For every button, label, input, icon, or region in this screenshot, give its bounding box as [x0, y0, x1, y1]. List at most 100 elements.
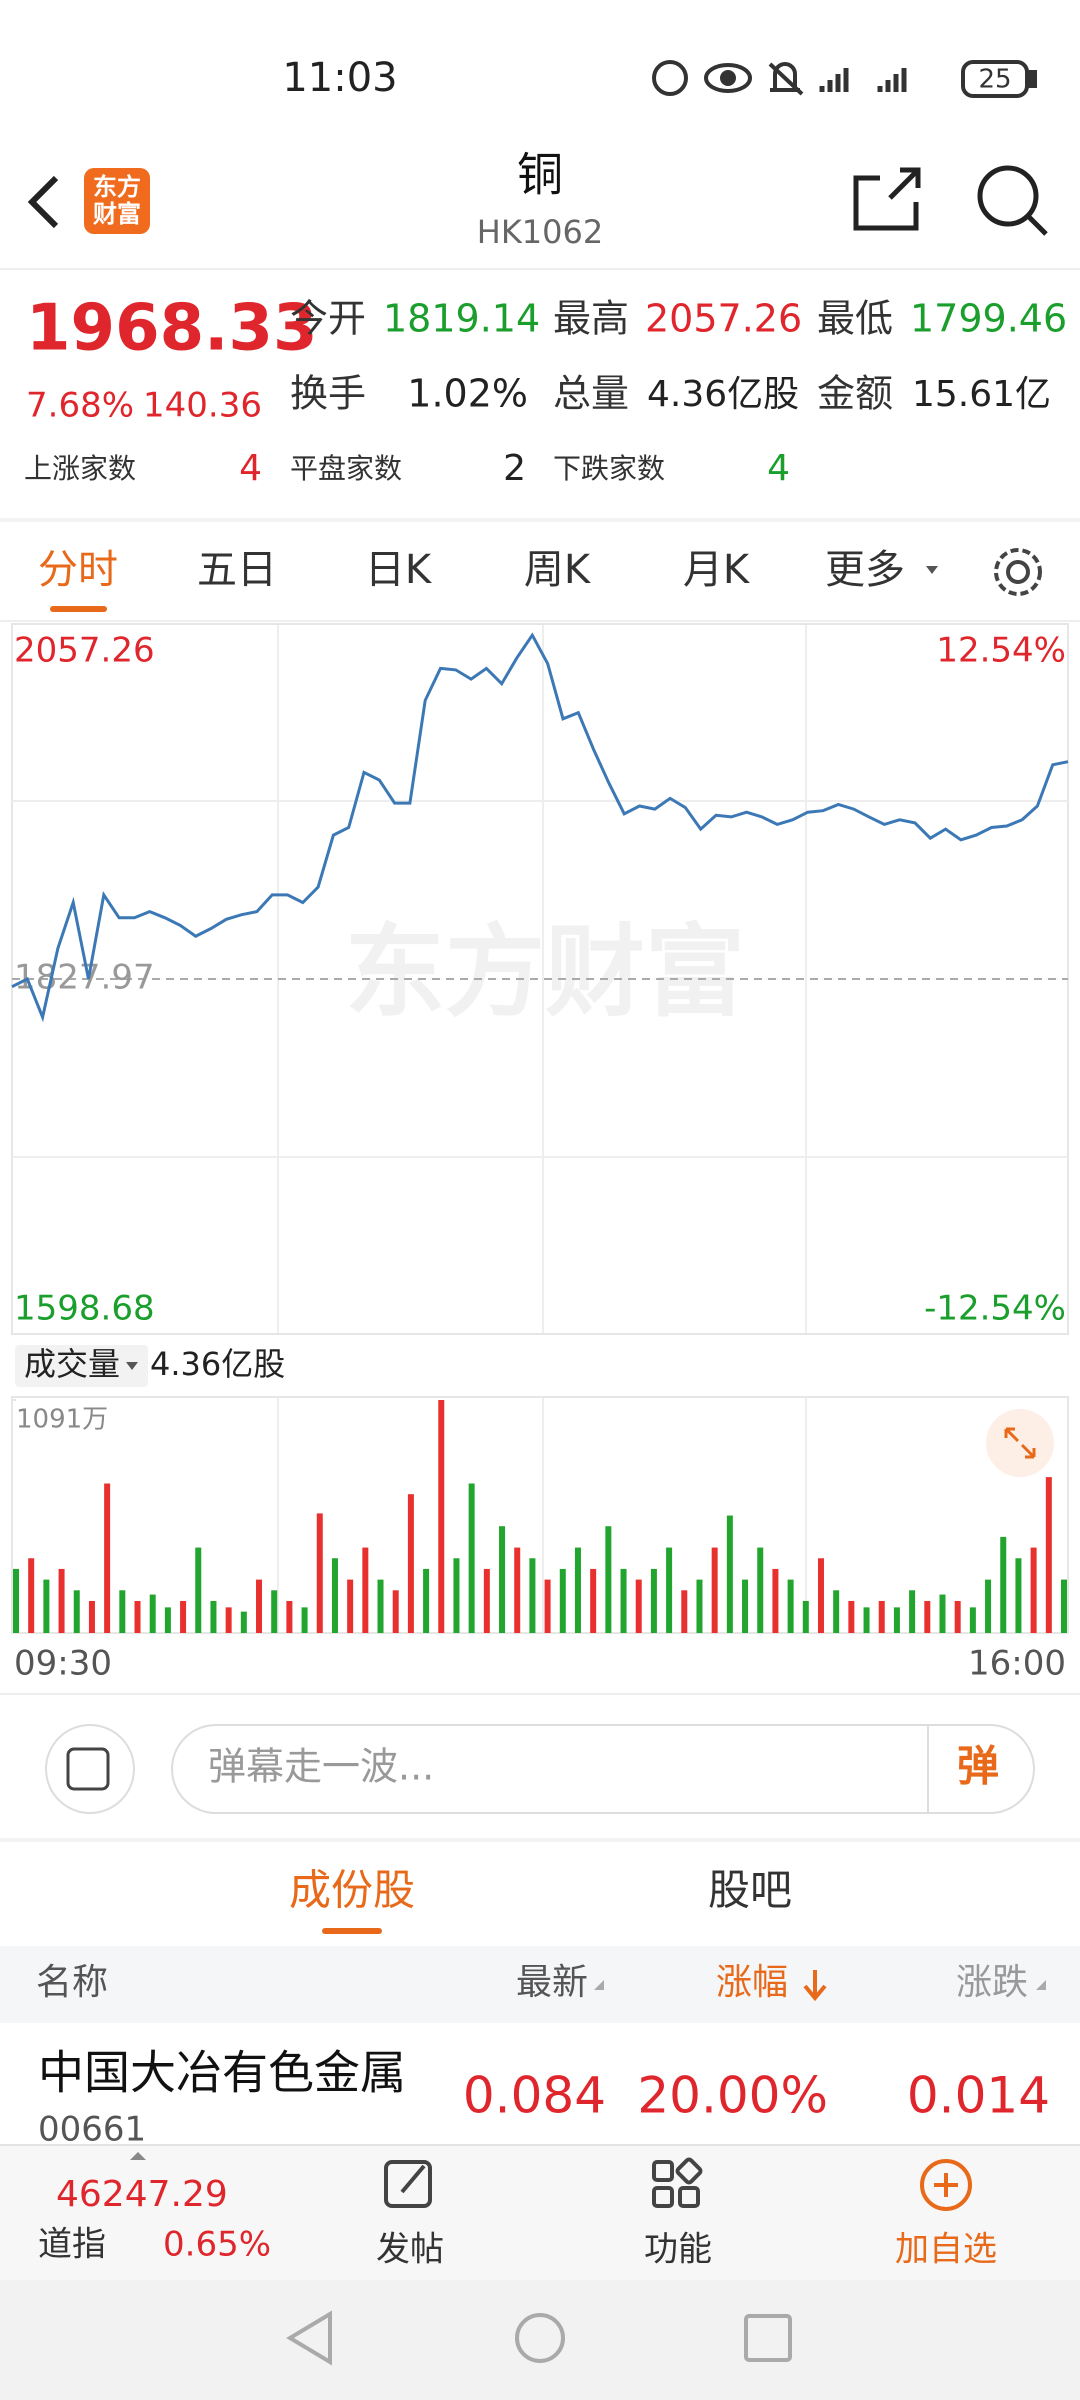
danmaku-button[interactable]: 弹	[957, 1742, 999, 1791]
volume-bar	[73, 1590, 80, 1633]
stat-value: 2057.26	[645, 297, 802, 341]
period-tab[interactable]: 周K	[524, 547, 592, 593]
nav-recent[interactable]	[744, 2314, 792, 2362]
volume-bar	[787, 1579, 794, 1633]
nav-home[interactable]	[515, 2313, 565, 2363]
last-price: 1968.33	[26, 292, 318, 366]
volume-bar	[392, 1590, 399, 1633]
volume-bar	[225, 1607, 232, 1633]
logo-text: 东方	[93, 173, 141, 201]
volume-total: 4.36亿股	[150, 1345, 285, 1383]
period-tab[interactable]: 月K	[683, 547, 751, 593]
stock-code: HK1062	[477, 213, 603, 251]
volume-bar	[620, 1568, 627, 1633]
volume-bar	[256, 1579, 263, 1633]
period-tab[interactable]: 日K	[365, 547, 433, 593]
stat-value: 1799.46	[910, 297, 1067, 341]
settings-button[interactable]	[994, 548, 1042, 596]
volume-bar	[757, 1547, 764, 1633]
danmaku-settings[interactable]	[45, 1724, 135, 1814]
x-tick-label: 09:30	[14, 1644, 112, 1684]
volume-bar	[605, 1526, 612, 1633]
volume-bar	[104, 1483, 111, 1633]
volume-bar	[423, 1568, 430, 1633]
divider	[0, 1693, 1080, 1695]
volume-bar	[878, 1600, 885, 1633]
period-tab[interactable]: 分时	[38, 547, 118, 593]
sort-desc	[803, 1970, 827, 2002]
bottom-action[interactable]: 发帖	[376, 2230, 444, 2270]
volume-bar	[499, 1526, 506, 1633]
clock: 11:03	[282, 55, 397, 101]
volume-bar	[301, 1607, 308, 1633]
back-button[interactable]	[27, 175, 59, 229]
table-cell: 20.00%	[637, 2067, 828, 2125]
share-button[interactable]	[853, 167, 921, 231]
column-header[interactable]: 涨跌	[956, 1962, 1028, 2003]
volume-bar	[13, 1568, 19, 1633]
stat-value: 4.36亿股	[647, 374, 799, 415]
bottom-action[interactable]: 加自选	[895, 2230, 997, 2270]
divider	[0, 268, 1080, 270]
bottom-bar	[0, 2145, 1080, 2280]
volume-bar	[407, 1494, 414, 1633]
nav-bar	[0, 2280, 1080, 2400]
volume-bar	[164, 1607, 171, 1633]
status-icons	[652, 60, 1037, 98]
stat-value: 1819.14	[383, 297, 540, 341]
danmaku-input[interactable]	[171, 1724, 1035, 1814]
stat-value: 15.61亿	[912, 374, 1051, 415]
volume-bar	[28, 1558, 35, 1633]
volume-bar	[666, 1547, 673, 1633]
volume-bar	[514, 1547, 521, 1633]
volume-bar	[468, 1483, 475, 1633]
divider	[0, 518, 1080, 522]
volume-bar	[286, 1600, 293, 1633]
table-cell: 0.014	[907, 2067, 1050, 2125]
volume-bar	[924, 1600, 931, 1633]
volume-bar	[362, 1547, 369, 1633]
danmaku-placeholder[interactable]: 弹幕走一波...	[208, 1745, 434, 1789]
volume-bar	[954, 1600, 961, 1633]
price-line	[11, 632, 1069, 1023]
volume-bar	[134, 1600, 141, 1633]
breadth-value: 4	[767, 448, 790, 489]
volume-bar	[574, 1547, 581, 1633]
stat-label: 换手	[290, 372, 366, 416]
volume-bar	[180, 1600, 187, 1633]
expand-button[interactable]	[986, 1409, 1054, 1477]
page-title: 铜	[517, 148, 563, 202]
breadth-value: 2	[503, 448, 526, 489]
breadth-label: 下跌家数	[553, 452, 665, 485]
stock-name[interactable]: 中国大冶有色金属	[38, 2046, 406, 2100]
volume-bar	[909, 1590, 916, 1633]
period-tab[interactable]: 更多	[825, 547, 905, 593]
stock-code: 00661	[38, 2110, 146, 2150]
volume-bar	[893, 1607, 900, 1633]
column-header[interactable]: 涨幅	[716, 1962, 788, 2003]
volume-bar	[848, 1600, 855, 1633]
search-button[interactable]	[977, 165, 1048, 236]
bottom-action[interactable]: 功能	[644, 2230, 712, 2270]
breadth-label: 上涨家数	[24, 452, 136, 485]
stat-label: 最高	[553, 297, 629, 341]
y-tick-label: 1598.68	[14, 1289, 155, 1329]
volume-bar	[377, 1579, 384, 1633]
column-header[interactable]: 最新	[516, 1962, 588, 2003]
nav-back[interactable]	[286, 2310, 332, 2366]
volume-bar	[742, 1579, 749, 1633]
volume-selector[interactable]	[15, 1345, 148, 1387]
period-tab[interactable]: 五日	[197, 547, 277, 593]
section-tab[interactable]: 成份股	[289, 1866, 415, 1915]
volume-bar	[43, 1579, 50, 1633]
volume-bar	[985, 1579, 992, 1633]
y-tick-label: 1091万	[16, 1405, 108, 1435]
column-header[interactable]: 名称	[36, 1962, 108, 2003]
volume-bar	[681, 1590, 688, 1633]
breadth-label: 平盘家数	[290, 452, 402, 485]
section-tab[interactable]: 股吧	[708, 1866, 792, 1915]
index-toggle[interactable]	[130, 2152, 146, 2160]
volume-bar	[347, 1579, 354, 1633]
volume-bar	[863, 1607, 870, 1633]
